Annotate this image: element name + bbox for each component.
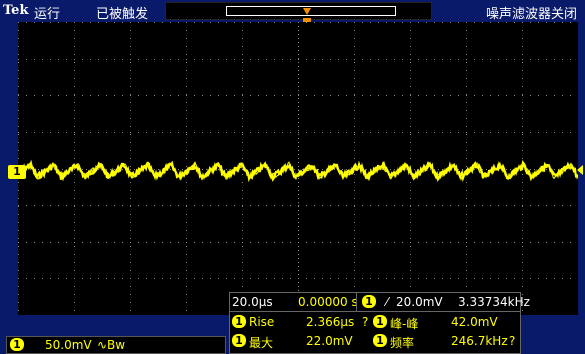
record-view-window (226, 6, 396, 16)
waveform-trace-ch1 (18, 159, 578, 183)
measurement-channel-icon: 1 (373, 334, 387, 347)
trigger-position-icon[interactable] (303, 2, 311, 26)
trigger-slope-icon: ⁄ (386, 295, 389, 309)
measurements-panel[interactable]: 1 Rise 2.366μs ? 1 峰-峰 42.0mV 1 最大 22.0m… (229, 311, 521, 354)
trigger-source-icon: 1 (362, 295, 376, 308)
trigger-level: 20.0mV (396, 295, 443, 309)
measurement-value: 22.0mV (306, 334, 353, 348)
measurement-channel-icon: 1 (232, 334, 246, 347)
measurement-flag: ? (362, 315, 369, 329)
waveform-path (18, 160, 578, 181)
trigger-frequency: 3.33734kHz (458, 295, 530, 309)
graticule (18, 22, 579, 316)
measurement-flag: ? (509, 334, 516, 348)
measurement-name: 频率 (390, 336, 415, 350)
volts-per-div: 50.0mV (45, 338, 92, 352)
run-state: 运行 (34, 7, 61, 22)
measurement-name: 峰-峰 (390, 317, 419, 331)
channel-1-marker[interactable]: 1 (8, 165, 26, 179)
trigger-level-marker[interactable] (577, 165, 583, 175)
horizontal-delay: 0.00000 s (298, 295, 358, 309)
trigger-state: 已被触发 (96, 7, 149, 22)
brand-logo: Tek (3, 3, 29, 18)
timebase-readout[interactable]: 20.0μs 0.00000 s 1 ⁄ 20.0mV 3.33734kHz (229, 292, 530, 312)
measurement-channel-icon: 1 (373, 315, 387, 328)
coupling-bw-icon: ∿Bw (97, 338, 126, 352)
measurement-value: 2.366μs (306, 315, 355, 329)
channel-scale-readout[interactable]: 1 50.0mV ∿Bw (6, 336, 226, 354)
measurement-value: 246.7kHz (451, 334, 508, 348)
measurement-name: 最大 (249, 336, 274, 350)
measurement-value: 42.0mV (451, 315, 498, 329)
time-per-div: 20.0μs (232, 295, 273, 309)
measurement-channel-icon: 1 (232, 315, 246, 328)
channel-1-icon: 1 (10, 338, 24, 351)
measurement-name: Rise (249, 315, 275, 329)
noise-filter-status: 噪声滤波器关闭 (485, 7, 577, 22)
